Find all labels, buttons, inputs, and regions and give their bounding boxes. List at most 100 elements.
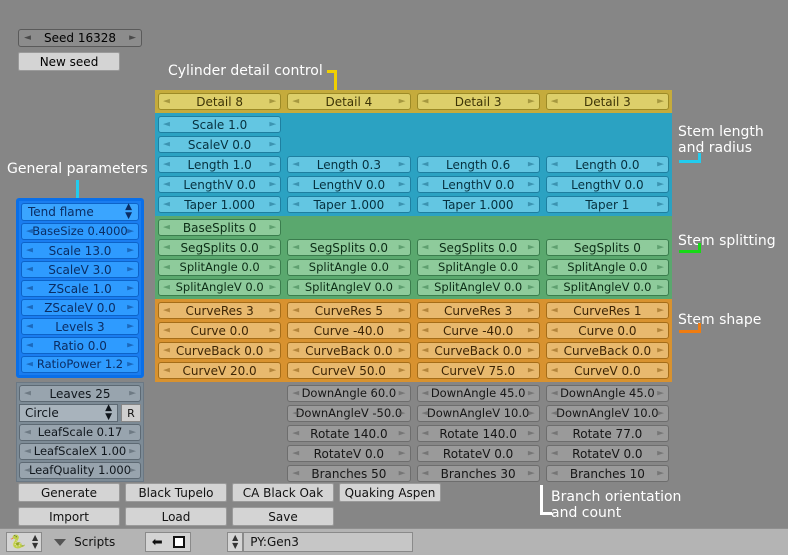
- quaking-aspen-button[interactable]: Quaking Aspen: [339, 483, 441, 502]
- chevron-left-icon[interactable]: ◄: [24, 388, 31, 398]
- slider-basesize[interactable]: ◄ BaseSize 0.4000 ►: [21, 223, 139, 240]
- chevron-right-icon[interactable]: ►: [127, 302, 134, 312]
- chevron-right-icon[interactable]: ►: [127, 283, 134, 293]
- chevron-right-icon[interactable]: ►: [398, 305, 406, 315]
- slider-segsplits-level2[interactable]: ◄ SegSplits 0.0 ►: [287, 239, 411, 256]
- slider-downanglev-level3[interactable]: ◄ DownAngleV 10.0 ►: [416, 405, 540, 422]
- chevron-left-icon[interactable]: ◄: [163, 139, 170, 149]
- slider-leafquality[interactable]: ◄ LeafQuality 1.000 ►: [19, 462, 141, 479]
- chevron-left-icon[interactable]: ◄: [163, 345, 170, 355]
- slider-curvev-level4[interactable]: ◄ CurveV 0.0 ►: [545, 362, 669, 379]
- chevron-left-icon[interactable]: ◄: [292, 179, 300, 189]
- chevron-left-icon[interactable]: ◄: [292, 199, 300, 209]
- chevron-right-icon[interactable]: ►: [527, 179, 535, 189]
- chevron-left-icon[interactable]: ◄: [163, 96, 170, 106]
- slider-length-level4[interactable]: ◄ Length 0.0 ►: [545, 156, 669, 173]
- chevron-right-icon[interactable]: ►: [398, 282, 406, 292]
- slider-curve-level2[interactable]: ◄ Curve -40.0 ►: [287, 322, 411, 339]
- chevron-left-icon[interactable]: ◄: [292, 242, 300, 252]
- chevron-right-icon[interactable]: ►: [127, 226, 134, 236]
- chevron-right-icon[interactable]: ►: [527, 282, 535, 292]
- menu-collapse-icon[interactable]: [54, 538, 67, 546]
- chevron-left-icon[interactable]: ◄: [421, 96, 429, 106]
- window-icon[interactable]: [168, 532, 190, 552]
- back-arrow-icon[interactable]: ⬅: [151, 534, 163, 550]
- chevron-left-icon[interactable]: ◄: [421, 388, 429, 398]
- chevron-left-icon[interactable]: ◄: [163, 159, 170, 169]
- chevron-left-icon[interactable]: ◄: [26, 245, 33, 255]
- chevron-right-icon[interactable]: ►: [657, 159, 664, 169]
- slider-downangle-level4[interactable]: ◄ DownAngle 45.0 ►: [545, 385, 669, 402]
- chevron-left-icon[interactable]: ◄: [26, 264, 33, 274]
- chevron-right-icon[interactable]: ►: [527, 305, 535, 315]
- chevron-left-icon[interactable]: ◄: [292, 345, 300, 355]
- slider-curveback-level2[interactable]: ◄ CurveBack 0.0 ►: [287, 342, 411, 359]
- chevron-right-icon[interactable]: ►: [127, 264, 134, 274]
- slider-taper-level3[interactable]: ◄ Taper 1.000 ►: [416, 196, 540, 213]
- chevron-left-icon[interactable]: ◄: [550, 282, 558, 292]
- ca-black-oak-button[interactable]: CA Black Oak: [232, 483, 334, 502]
- chevron-left-icon[interactable]: ◄: [292, 282, 300, 292]
- slider-splitanglev-level2[interactable]: ◄ SplitAngleV 0.0 ►: [287, 279, 411, 296]
- tree-shape-dropdown[interactable]: Tend flame ▲ ▼: [21, 203, 139, 221]
- chevron-right-icon[interactable]: ►: [269, 345, 277, 355]
- chevron-left-icon[interactable]: ◄: [24, 465, 31, 475]
- chevron-right-icon[interactable]: ►: [398, 365, 406, 375]
- chevron-left-icon[interactable]: ◄: [550, 325, 558, 335]
- chevron-right-icon[interactable]: ►: [269, 242, 277, 252]
- chevron-right-icon[interactable]: ►: [527, 388, 535, 398]
- chevron-left-icon[interactable]: ◄: [24, 446, 31, 456]
- chevron-right-icon[interactable]: ►: [129, 33, 136, 43]
- chevron-left-icon[interactable]: ◄: [421, 159, 429, 169]
- slider-downangle-level2[interactable]: ◄ DownAngle 60.0 ►: [287, 385, 411, 402]
- chevron-right-icon[interactable]: ►: [398, 262, 406, 272]
- chevron-left-icon[interactable]: ◄: [550, 468, 558, 478]
- leaf-shape-dropdown[interactable]: Circle ▲ ▼: [19, 404, 118, 422]
- chevron-right-icon[interactable]: ►: [527, 96, 535, 106]
- load-button[interactable]: Load: [125, 507, 227, 526]
- chevron-left-icon[interactable]: ◄: [550, 408, 558, 418]
- chevron-left-icon[interactable]: ◄: [421, 242, 429, 252]
- slider-basesplits-level1[interactable]: ◄ BaseSplits 0 ►: [158, 219, 282, 236]
- chevron-left-icon[interactable]: ◄: [26, 302, 33, 312]
- chevron-right-icon[interactable]: ►: [657, 365, 664, 375]
- slider-length-level1[interactable]: ◄ Length 1.0 ►: [158, 156, 282, 173]
- chevron-left-icon[interactable]: ◄: [421, 448, 429, 458]
- chevron-right-icon[interactable]: ►: [269, 305, 277, 315]
- slider-splitangle-level1[interactable]: ◄ SplitAngle 0.0 ►: [158, 259, 282, 276]
- chevron-right-icon[interactable]: ►: [398, 325, 406, 335]
- import-button[interactable]: Import: [18, 507, 120, 526]
- chevron-left-icon[interactable]: ◄: [292, 388, 300, 398]
- slider-scalev[interactable]: ◄ ScaleV 3.0 ►: [21, 261, 139, 278]
- slider-lengthv-level1[interactable]: ◄ LengthV 0.0 ►: [158, 176, 282, 193]
- slider-rotate-level4[interactable]: ◄ Rotate 77.0 ►: [545, 425, 669, 442]
- slider-curvev-level2[interactable]: ◄ CurveV 50.0 ►: [287, 362, 411, 379]
- slider-detail-level4[interactable]: ◄ Detail 3 ►: [545, 93, 669, 110]
- slider-ratiopower[interactable]: ◄ RatioPower 1.2 ►: [21, 356, 139, 373]
- chevron-left-icon[interactable]: ◄: [163, 365, 170, 375]
- chevron-left-icon[interactable]: ◄: [163, 262, 170, 272]
- slider-splitangle-level4[interactable]: ◄ SplitAngle 0.0 ►: [545, 259, 669, 276]
- chevron-right-icon[interactable]: ►: [129, 388, 136, 398]
- chevron-right-icon[interactable]: ►: [657, 345, 664, 355]
- leaf-reset-button[interactable]: R: [121, 404, 141, 422]
- chevron-left-icon[interactable]: ◄: [163, 222, 170, 232]
- chevron-left-icon[interactable]: ◄: [26, 283, 33, 293]
- new-seed-button[interactable]: New seed: [18, 52, 120, 71]
- slider-lengthv-level3[interactable]: ◄ LengthV 0.0 ►: [416, 176, 540, 193]
- chevron-left-icon[interactable]: ◄: [550, 428, 558, 438]
- chevron-right-icon[interactable]: ►: [657, 408, 664, 418]
- chevron-left-icon[interactable]: ◄: [421, 262, 429, 272]
- chevron-right-icon[interactable]: ►: [527, 262, 535, 272]
- chevron-left-icon[interactable]: ◄: [292, 365, 300, 375]
- chevron-left-icon[interactable]: ◄: [421, 365, 429, 375]
- chevron-left-icon[interactable]: ◄: [421, 428, 429, 438]
- chevron-left-icon[interactable]: ◄: [26, 226, 33, 236]
- slider-lengthv-level2[interactable]: ◄ LengthV 0.0 ►: [287, 176, 411, 193]
- slider-leaves[interactable]: ◄ Leaves 25 ►: [19, 385, 141, 402]
- chevron-right-icon[interactable]: ►: [269, 325, 277, 335]
- chevron-left-icon[interactable]: ◄: [292, 305, 300, 315]
- slider-splitanglev-level3[interactable]: ◄ SplitAngleV 0.0 ►: [416, 279, 540, 296]
- chevron-right-icon[interactable]: ►: [269, 365, 277, 375]
- chevron-right-icon[interactable]: ►: [269, 96, 277, 106]
